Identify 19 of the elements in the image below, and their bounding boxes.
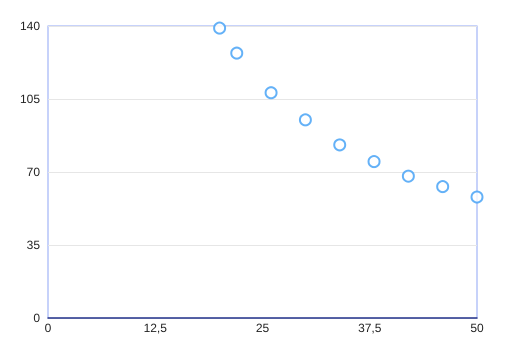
x-tick-label: 50 [470,321,484,335]
point [213,22,226,35]
x-tick-label: 25 [256,321,270,335]
point [402,170,415,183]
y-tick-label: 0 [33,311,40,325]
y-tick-label: 105 [20,92,40,106]
point [264,86,278,100]
x-tick-label: 0 [44,321,52,335]
x-tick-label: 12,5 [144,321,168,335]
point [333,138,346,152]
y-tick-label: 140 [20,19,40,33]
point [230,46,244,60]
y-tick-label: 70 [26,165,40,179]
y-tick-label: 35 [26,238,40,252]
point [298,113,312,126]
x-tick-label: 37,5 [358,321,382,335]
point [470,190,484,204]
point [436,180,450,194]
point [368,155,381,168]
